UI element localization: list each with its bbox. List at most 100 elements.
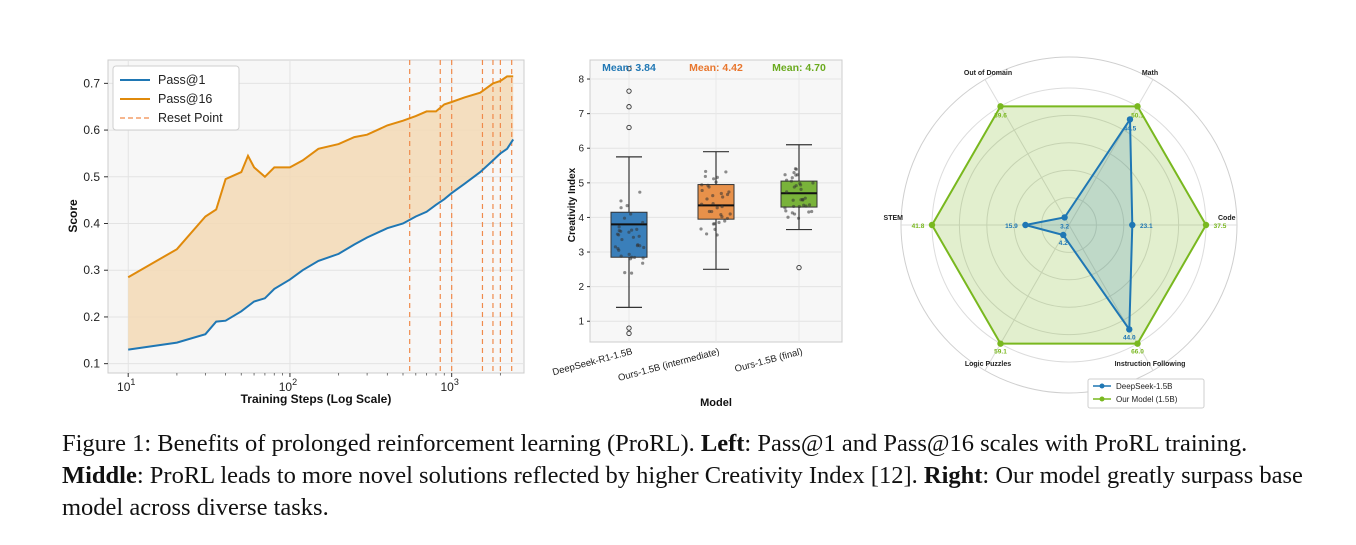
- box-jitter-point: [700, 202, 704, 206]
- radar-value-label: 3.2: [1060, 223, 1069, 230]
- pass-range-fill: [128, 76, 514, 350]
- right-radar-chart: 50.1 37.5 66.0 59.1 41.8 39.6 44.5 23.1 44.0 4.2 1…: [884, 56, 1238, 409]
- caption-prefix: Figure 1: Benefits of prolonged reinforc…: [62, 430, 701, 457]
- box-jitter-point: [712, 177, 716, 181]
- caption-left-label: Left: [700, 430, 745, 457]
- pass1-line: [128, 138, 515, 351]
- radar-value-label: 41.8: [912, 223, 925, 230]
- box-jitter-point: [790, 176, 794, 180]
- box-jitter-point: [627, 252, 631, 256]
- left-y-tick-label: 0.2: [83, 310, 100, 324]
- box-outlier: [626, 66, 632, 72]
- box-jitter-point: [638, 190, 642, 194]
- pass16-line: [127, 75, 514, 279]
- radar-point: [1022, 221, 1029, 229]
- box-jitter-point: [784, 178, 789, 182]
- box-jitter-point: [715, 175, 719, 179]
- box-jitter-point: [792, 171, 796, 175]
- box-jitter-point: [636, 243, 640, 247]
- box-outlier: [626, 88, 632, 94]
- box-jitter-point: [641, 261, 645, 265]
- box-jitter-point: [700, 188, 704, 193]
- left-y-tick-label: 0.1: [83, 357, 100, 371]
- box-jitter-point: [794, 167, 798, 171]
- radar-point: [997, 103, 1004, 110]
- box-jitter-point: [617, 225, 621, 229]
- box-jitter-point: [784, 209, 788, 213]
- box-jitter-point: [721, 195, 725, 199]
- box-jitter-point: [704, 232, 709, 236]
- box-jitter-point: [710, 209, 714, 214]
- left-legend-box: [112, 65, 240, 131]
- box-outlier: [626, 325, 632, 331]
- left-y-tick-label: 0.4: [83, 217, 100, 231]
- box-jitter-point: [792, 204, 796, 209]
- box-jitter-point: [622, 216, 627, 220]
- radar-value-label: 44.5: [1124, 125, 1137, 132]
- box-jitter-point: [783, 173, 787, 177]
- radar-value-label: 37.5: [1214, 223, 1227, 230]
- box-jitter-point: [795, 173, 800, 177]
- box-jitter-point: [725, 192, 730, 197]
- box-jitter-point: [704, 169, 708, 174]
- box-jitter-point: [798, 181, 802, 186]
- box-jitter-point: [637, 234, 641, 238]
- middle-x-tick-label: Ours-1.5B (intermediate): [617, 346, 721, 384]
- radar-axis-label: Math: [1142, 70, 1158, 77]
- radar-point: [1061, 214, 1068, 221]
- box-outlier: [796, 264, 802, 271]
- left-y-tick-label: 0.5: [83, 170, 100, 184]
- box-jitter-point: [707, 185, 711, 189]
- box-jitter-point: [703, 174, 707, 179]
- box-jitter-point: [717, 220, 721, 225]
- box-jitter-point: [797, 204, 801, 209]
- middle-box-chart: Mean: 3.84 Mean: 4.42 Mean: 4.70 12345678D…: [551, 59, 843, 409]
- middle-y-tick-label: 2: [578, 282, 584, 293]
- box-jitter-point: [719, 191, 723, 196]
- left-x-axis-label: Training Steps (Log Scale): [241, 392, 392, 406]
- box-jitter-point: [728, 212, 732, 216]
- box-outlier: [626, 330, 632, 336]
- figure: 0.1 0.2 0.3 0.4 0.5 0.6 0.7 101 102 103 Training …: [66, 56, 1238, 409]
- box-jitter-point: [613, 245, 618, 249]
- radar-value-label: 4.2: [1059, 240, 1068, 247]
- left-x-tick-label: 102: [279, 377, 297, 394]
- radar-point: [1129, 221, 1136, 229]
- radar-value-label: 59.1: [994, 349, 1007, 356]
- box-jitter-point: [720, 204, 724, 209]
- box-jitter-point: [619, 199, 623, 203]
- box-jitter-point: [727, 190, 731, 194]
- left-legend: Pass@1 Pass@16 Reset Point: [112, 65, 240, 131]
- box-outlier: [626, 124, 632, 131]
- box-jitter-point: [629, 271, 634, 275]
- middle-y-tick-label: 4: [578, 213, 584, 224]
- box-jitter-point: [629, 212, 633, 216]
- figure-caption: Figure 1: Benefits of prolonged reinforc…: [62, 428, 1312, 524]
- left-legend-label: Pass@1: [158, 73, 205, 87]
- box-jitter-point: [617, 233, 621, 237]
- radar-value-label: 23.1: [1140, 223, 1153, 230]
- box-jitter-point: [725, 216, 730, 221]
- box-jitter-point: [625, 204, 629, 208]
- box-jitter-point: [803, 196, 807, 200]
- radar-value-label: 39.6: [994, 112, 1007, 119]
- box-jitter-point: [723, 219, 727, 223]
- middle-y-axis-label: Creativity Index: [567, 167, 578, 242]
- left-line-chart: 0.1 0.2 0.3 0.4 0.5 0.6 0.7 101 102 103 Training …: [66, 59, 525, 406]
- radar-point: [1126, 326, 1133, 333]
- box-jitter-point: [719, 213, 723, 217]
- box-jitter-point: [699, 227, 703, 231]
- left-y-axis-label: Score: [66, 199, 80, 233]
- middle-x-axis-label: Model: [700, 397, 732, 409]
- box-jitter-point: [632, 255, 637, 260]
- box-jitter-point: [783, 206, 787, 210]
- caption-left-text: : Pass@1 and Pass@16 scales with ProRL t…: [744, 430, 1248, 457]
- box-jitter-point: [799, 187, 803, 191]
- box-jitter-point: [641, 220, 645, 225]
- radar-legend-marker: [1099, 396, 1105, 402]
- caption-middle-label: Middle: [62, 462, 137, 489]
- box-jitter-point: [794, 184, 798, 188]
- box-jitter-point: [713, 227, 717, 232]
- box-jitter-point: [796, 216, 801, 220]
- box-jitter-point: [623, 271, 627, 275]
